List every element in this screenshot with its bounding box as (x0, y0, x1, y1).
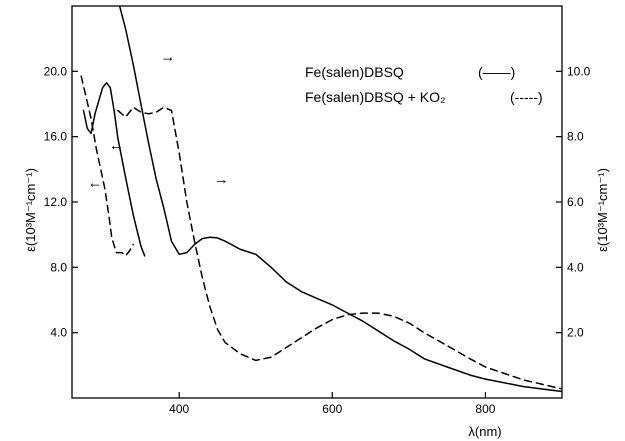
y-right-tick-label: 8.0 (567, 130, 584, 144)
y-axis-left: 4.0 8.0 12.0 16.0 20.0 (44, 64, 78, 340)
legend-marker-solid: (——) (478, 64, 515, 80)
x-axis: 400 600 800 (169, 392, 496, 416)
left-axis-arrow: ← (87, 174, 102, 191)
x-tick-label: 400 (169, 402, 189, 416)
right-axis-arrow: → (214, 171, 229, 188)
y-left-tick-label: 4.0 (50, 326, 67, 340)
x-tick-label: 600 (322, 402, 342, 416)
legend: Fe(salen)DBSQ (——) Fe(salen)DBSQ + KO₂ (… (305, 64, 543, 105)
y-right-tick-label: 4.0 (567, 260, 584, 274)
y-axis-right: 2.0 4.0 6.0 8.0 10.0 (556, 64, 591, 340)
y-left-tick-label: 12.0 (44, 195, 68, 209)
right-axis-arrow: → (160, 49, 175, 66)
y-left-tick-label: 16.0 (44, 130, 68, 144)
axis-arrows: → ← ← → (87, 49, 228, 192)
legend-marker-dashed: (-----) (510, 89, 543, 105)
dashed-curve-left-axis (80, 75, 135, 257)
y-right-tick-label: 2.0 (567, 326, 584, 340)
y-left-tick-label: 8.0 (50, 260, 67, 274)
solid-curve-left-axis (82, 82, 146, 257)
solid-curve-right-axis (118, 6, 562, 393)
y-axis-right-title: ε(10³M⁻¹cm⁻¹) (595, 168, 610, 252)
legend-label-solid: Fe(salen)DBSQ (305, 64, 404, 80)
x-axis-title: λ(nm) (468, 424, 501, 439)
legend-label-dashed: Fe(salen)DBSQ + KO₂ (305, 89, 445, 105)
x-tick-label: 800 (475, 402, 495, 416)
y-right-tick-label: 10.0 (567, 64, 591, 78)
y-axis-left-title: ε(10³M⁻¹cm⁻¹) (23, 168, 38, 252)
curves (80, 6, 562, 393)
y-right-tick-label: 6.0 (567, 195, 584, 209)
dashed-curve-right-axis (117, 106, 562, 390)
y-left-tick-label: 20.0 (44, 64, 68, 78)
left-axis-arrow: ← (109, 137, 124, 154)
